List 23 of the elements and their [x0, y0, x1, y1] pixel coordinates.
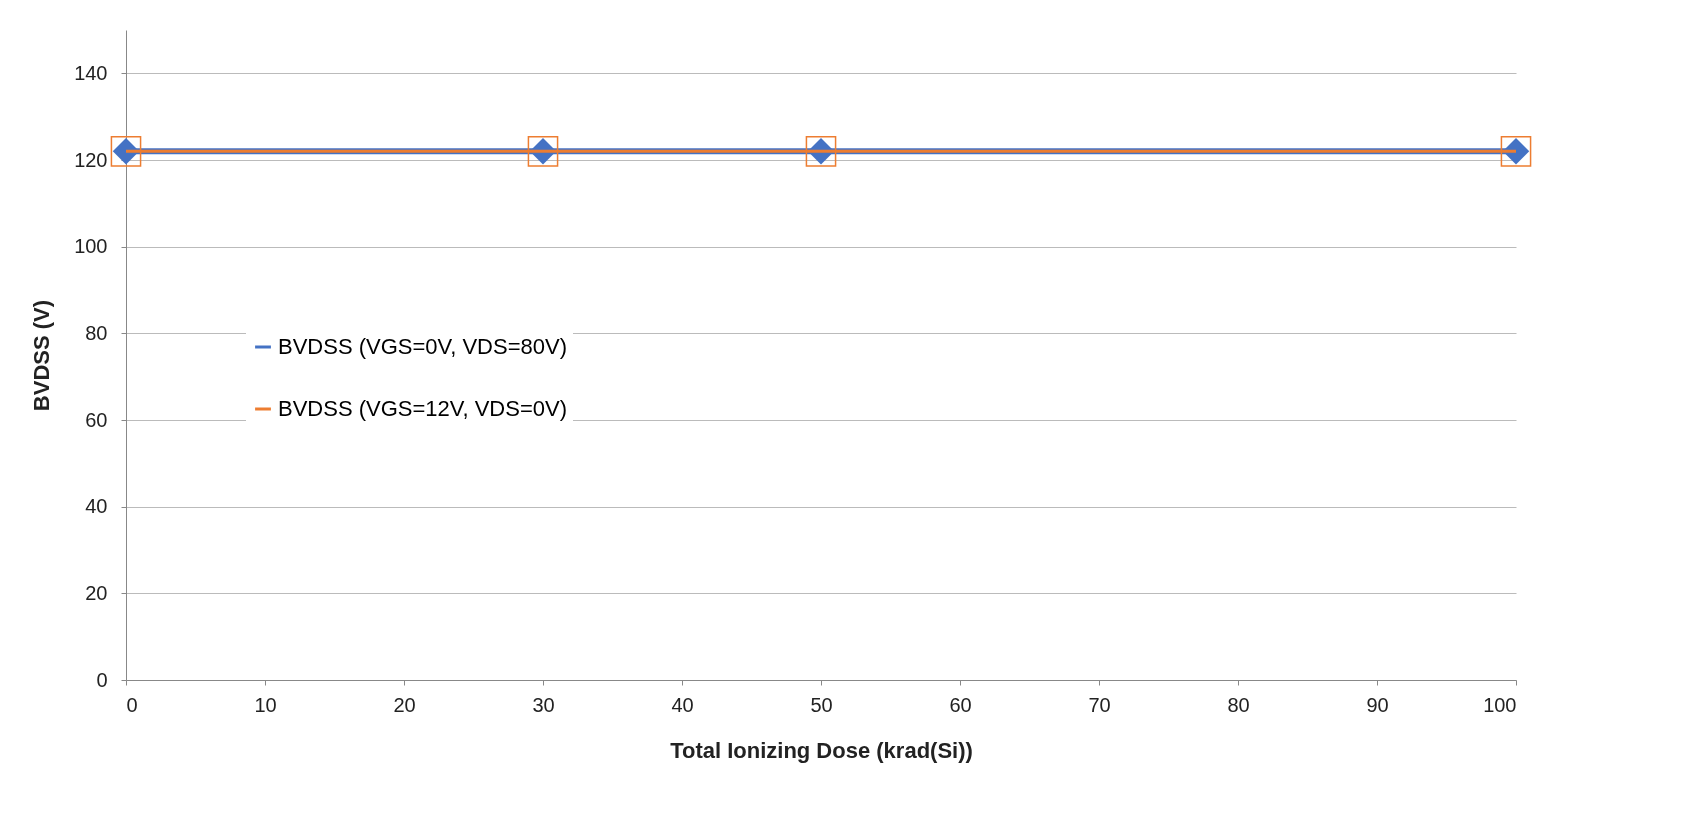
x-tick-label: 100 [1483, 693, 1517, 716]
y-axis-title: BVDSS (V) [29, 299, 55, 412]
y-tick-label: 60 [85, 408, 108, 431]
y-tick-label: 20 [85, 581, 108, 604]
x-tick-label: 80 [1227, 693, 1250, 716]
y-tick-label: 40 [85, 495, 108, 518]
x-tick-label: 50 [810, 693, 833, 716]
x-tick-label: 0 [126, 693, 138, 716]
x-tick-label: 20 [393, 693, 416, 716]
x-axis-title: Total Ionizing Dose (krad(Si)) [670, 737, 973, 763]
legend-label: BVDSS (VGS=12V, VDS=0V) [278, 396, 567, 421]
x-tick-label: 70 [1088, 693, 1111, 716]
y-tick-label: 140 [74, 61, 108, 84]
y-tick-label: 0 [96, 668, 108, 691]
x-tick-label: 10 [254, 693, 277, 716]
legend-label: BVDSS (VGS=0V, VDS=80V) [278, 334, 567, 359]
x-tick-label: 40 [671, 693, 694, 716]
y-tick-label: 120 [74, 148, 108, 171]
y-tick-label: 100 [74, 235, 108, 258]
x-tick-label: 60 [949, 693, 972, 716]
x-tick-label: 90 [1366, 693, 1389, 716]
x-tick-label: 30 [532, 693, 555, 716]
y-tick-label: 80 [85, 321, 108, 344]
